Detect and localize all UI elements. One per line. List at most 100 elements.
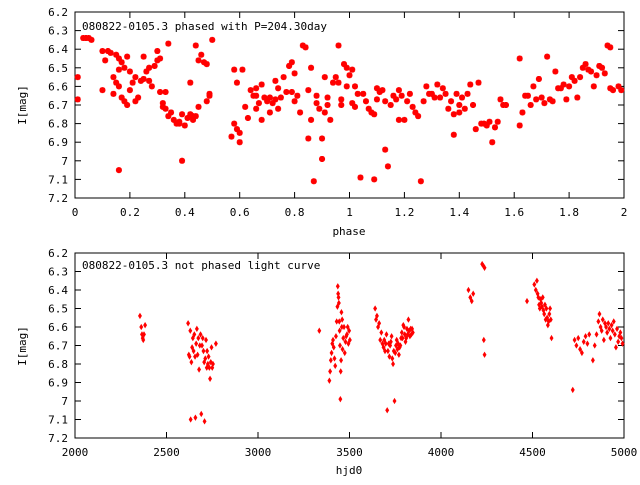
unphased-data-point (202, 418, 207, 425)
unphased-data-point (615, 325, 619, 333)
phased-data-point (393, 96, 400, 103)
phased-data-point (604, 42, 611, 49)
unphased-data-point (342, 349, 347, 357)
unphased-data-point (481, 336, 486, 344)
phased-data-point (121, 98, 128, 105)
unphased-ytick-label: 6.9 (48, 377, 68, 390)
phased-data-point (335, 79, 342, 86)
unphased-data-point (466, 286, 471, 294)
phased-data-point (324, 94, 331, 101)
phased-ytick-label: 6.4 (48, 43, 68, 56)
unphased-data-point (597, 310, 602, 318)
phased-data-point (442, 90, 449, 97)
phased-data-point (258, 81, 265, 88)
phased-data-point (115, 83, 122, 90)
phased-data-point (299, 42, 306, 49)
phased-data-point (115, 55, 122, 62)
phased-data-point (253, 92, 260, 99)
unphased-data-point (596, 318, 601, 325)
unphased-data-point (339, 309, 344, 316)
unphased-data-point (207, 364, 212, 371)
phased-data-point (319, 135, 326, 142)
unphased-data-point (339, 357, 344, 364)
phased-data-point (310, 178, 317, 185)
phased-data-point (74, 74, 81, 81)
phased-data-point (157, 55, 164, 62)
unphased-data-point (410, 329, 415, 336)
phased-data-point (330, 79, 337, 86)
phased-data-point (387, 102, 394, 108)
unphased-data-point (600, 316, 605, 323)
phased-data-point (368, 109, 375, 116)
phased-data-point (291, 70, 298, 77)
unphased-data-point (574, 342, 579, 349)
unphased-data-point (328, 368, 333, 375)
unphased-data-point (387, 353, 392, 360)
unphased-ytick-label: 6.3 (48, 266, 68, 279)
unphased-ytick-label: 6.5 (48, 303, 68, 316)
unphased-data-point (347, 327, 352, 334)
phased-data-point (343, 83, 350, 90)
unphased-xtick-label: 3500 (336, 446, 363, 459)
unphased-data-point (382, 336, 387, 344)
unphased-data-point (482, 264, 487, 271)
phased-data-point (406, 90, 413, 97)
phased-data-point (417, 178, 424, 185)
unphased-data-point (544, 305, 549, 312)
unphased-data-point (204, 336, 208, 344)
phased-data-point (258, 116, 265, 123)
unphased-data-point (404, 334, 409, 342)
phased-data-point (126, 68, 133, 75)
unphased-data-point (392, 397, 397, 405)
phased-xtick-label: 0.6 (230, 206, 250, 219)
unphased-data-point (403, 338, 408, 345)
phased-data-point (113, 79, 120, 86)
phased-plot-title: 080822-0105.3 phased with P=204.30day (82, 20, 327, 33)
phased-data-point (157, 88, 164, 95)
phased-data-point (516, 122, 523, 129)
unphased-data-point (188, 327, 193, 334)
phased-data-point (294, 92, 301, 99)
unphased-data-point (327, 377, 332, 384)
unphased-data-point (383, 340, 388, 347)
phased-data-point (546, 96, 553, 103)
phased-data-point (286, 62, 293, 69)
phased-data-point (404, 98, 411, 105)
phased-data-point (450, 131, 457, 138)
phased-data-point (316, 105, 323, 112)
phased-data-point (291, 98, 298, 105)
phased-data-point (599, 64, 606, 71)
phased-data-point (557, 85, 564, 92)
unphased-data-point (193, 353, 198, 360)
phased-data-point (341, 61, 348, 68)
phased-ytick-label: 6.2 (48, 6, 68, 19)
phased-plot-frame (74, 11, 625, 199)
unphased-data-point (329, 349, 334, 357)
phased-data-point (184, 115, 191, 122)
unphased-data-point (594, 331, 599, 338)
phased-data-point (143, 68, 150, 75)
unphased-data-point (335, 303, 340, 310)
phased-data-point (275, 105, 282, 112)
phased-ytick-label: 6.9 (48, 136, 68, 149)
phased-data-point (324, 102, 331, 108)
phased-data-point (190, 116, 197, 123)
phased-xtick-label: 0.8 (285, 206, 305, 219)
unphased-data-point (208, 358, 213, 366)
unphased-data-point (388, 338, 393, 345)
phased-data-point (162, 88, 169, 95)
phased-data-point (179, 111, 186, 118)
phased-data-point (409, 103, 416, 110)
phased-data-point (351, 103, 358, 110)
unphased-ytick-label: 6.7 (48, 340, 68, 353)
unphased-data-point (610, 327, 615, 334)
phased-data-point (261, 94, 268, 101)
phased-data-point (588, 68, 595, 75)
unphased-xtick-label: 4000 (428, 446, 455, 459)
phased-data-point (132, 74, 139, 81)
unphased-data-point (331, 336, 335, 344)
unphased-data-point (533, 286, 538, 294)
phased-data-point (395, 116, 402, 123)
phased-data-point (104, 48, 111, 55)
phased-data-point (590, 83, 597, 90)
